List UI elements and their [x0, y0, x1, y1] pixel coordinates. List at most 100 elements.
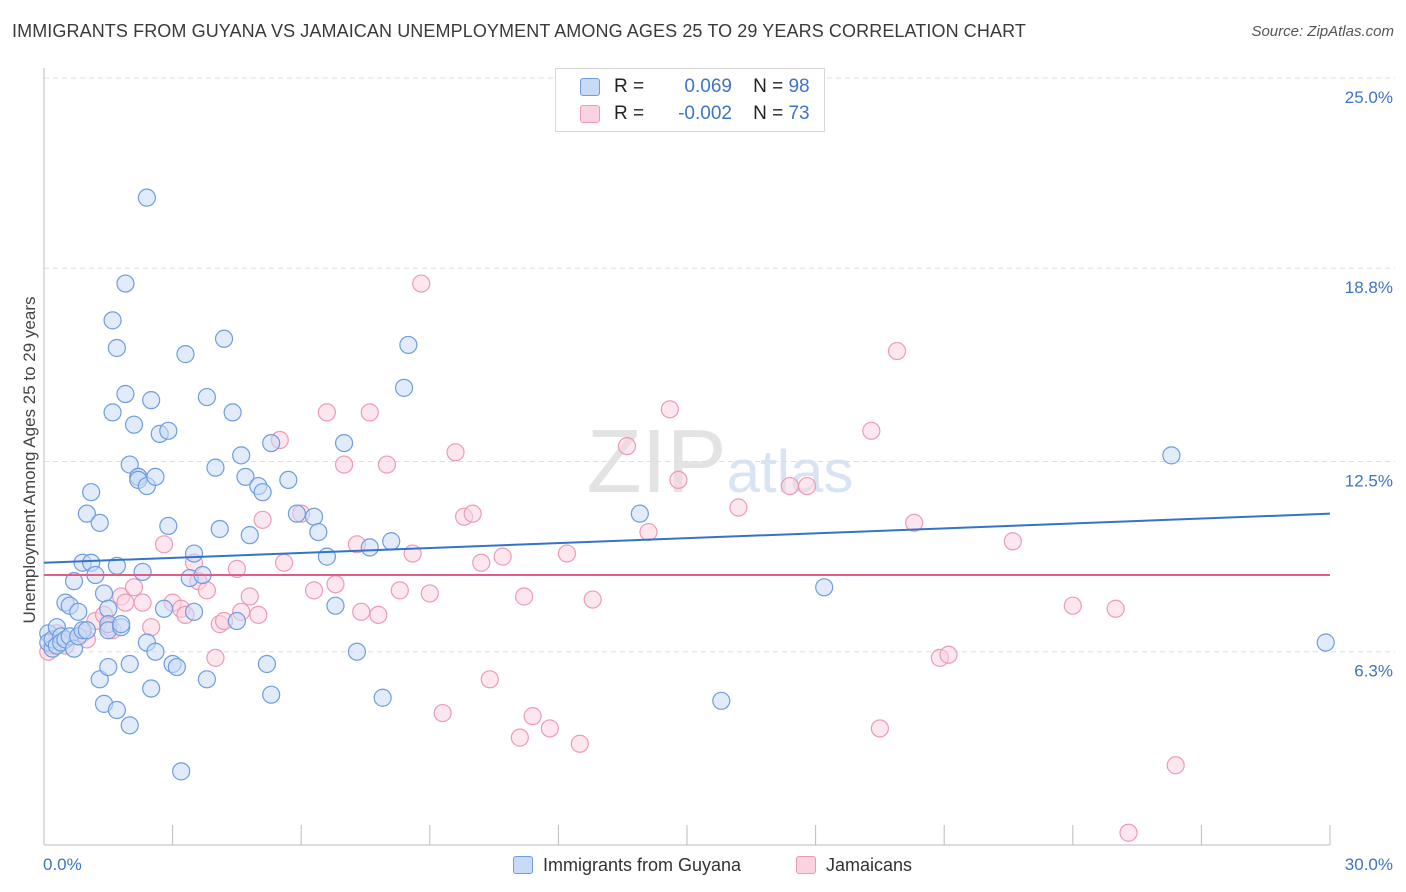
jamaicans-point: [480, 670, 499, 689]
legend-n-value: 98: [788, 76, 810, 97]
guyana-point: [112, 615, 131, 634]
jamaicans-point: [197, 581, 216, 600]
jamaicans-point: [124, 578, 144, 597]
guyana-point: [197, 670, 216, 689]
jamaicans-point: [253, 510, 272, 529]
jamaicans-point: [780, 476, 799, 496]
guyana-point: [257, 654, 277, 674]
jamaicans-point: [905, 513, 924, 532]
jamaicans-point: [390, 581, 409, 600]
guyana-point: [120, 455, 139, 474]
jamaicans-point: [142, 618, 161, 637]
jamaicans-point: [274, 553, 294, 572]
guyana-point: [107, 338, 126, 358]
guyana-point: [232, 446, 251, 465]
guyana-point: [253, 483, 272, 502]
y-tick-label: 25.0%: [1345, 88, 1393, 107]
jamaicans-point: [249, 605, 268, 625]
jamaicans-point: [617, 437, 637, 456]
guyana-point: [142, 391, 161, 410]
jamaicans-point: [939, 645, 958, 664]
x-tick-label: 30.0%: [1345, 855, 1393, 874]
guyana-point: [90, 513, 109, 532]
guyana-point: [137, 188, 156, 207]
guyana-point: [223, 403, 242, 422]
jamaicans-points: [39, 274, 1185, 842]
jamaicans-point: [206, 648, 225, 667]
legend-r-value: 0.069: [684, 76, 732, 97]
guyana-point: [262, 685, 281, 704]
guyana-trend-line: [43, 512, 1331, 564]
guyana-point: [154, 599, 174, 618]
bottom-legend-guyana[interactable]: Immigrants from Guyana: [513, 852, 741, 878]
guyana-point: [64, 572, 84, 591]
legend-series-name: Immigrants from Guyana: [543, 854, 742, 875]
jamaicans-point: [1003, 532, 1022, 551]
y-tick-label: 12.5%: [1345, 472, 1393, 491]
guyana-point: [120, 716, 139, 735]
jamaicans-point: [570, 734, 589, 753]
guyana-point: [90, 670, 109, 689]
source-note: Source: ZipAtlas.com: [1251, 23, 1394, 40]
guyana-point: [373, 688, 392, 707]
grid-lines: [44, 77, 1395, 653]
jamaicans-point: [420, 584, 439, 603]
y-tick-label: 18.8%: [1345, 278, 1393, 297]
jamaicans-point: [317, 403, 337, 422]
guyana-point: [287, 504, 307, 523]
guyana-point: [120, 654, 139, 674]
guyana-point: [146, 467, 165, 486]
guyana-point: [262, 433, 281, 453]
jamaicans-point: [583, 590, 602, 609]
guyana-point: [116, 274, 135, 293]
jamaicans-point: [304, 581, 324, 600]
jamaicans-point: [412, 274, 431, 293]
jamaicans-point: [887, 341, 907, 361]
guyana-point: [77, 621, 96, 640]
legend-n-label: N =: [753, 103, 784, 124]
guyana-point: [394, 378, 414, 397]
guyana-point: [133, 562, 152, 582]
guyana-point: [159, 421, 178, 440]
axes: [43, 68, 1331, 846]
guyana-point: [94, 584, 114, 603]
jamaicans-point: [463, 504, 482, 523]
jamaicans-point: [334, 455, 354, 474]
guyana-point: [176, 345, 195, 364]
guyana-point: [206, 458, 225, 477]
guyana-points: [39, 188, 1335, 781]
jamaicans-point: [377, 455, 397, 474]
guyana-point: [214, 329, 234, 348]
guyana-point: [142, 679, 161, 698]
jamaicans-point: [240, 587, 259, 606]
guyana-point: [99, 599, 118, 618]
jamaicans-point: [1106, 599, 1125, 618]
guyana-point: [347, 642, 367, 661]
legend-r-value: -0.002: [678, 103, 732, 124]
jamaicans-point: [669, 470, 688, 490]
guyana-point: [227, 611, 246, 631]
trend-lines: [43, 512, 1331, 577]
guyana-point: [1316, 633, 1335, 652]
jamaicans-point: [352, 602, 371, 621]
guyana-point: [210, 519, 229, 539]
jamaicans-point: [639, 522, 658, 542]
legend-series-name: Jamaicans: [826, 854, 913, 875]
jamaicans-point: [540, 719, 559, 738]
jamaicans-point: [729, 498, 748, 517]
jamaicans-point: [1063, 596, 1082, 615]
jamaicans-point: [797, 476, 817, 496]
jamaicans-point: [515, 587, 534, 606]
bottom-legend-jamaicans[interactable]: Jamaicans: [796, 852, 912, 878]
guyana-point: [240, 526, 259, 545]
legend-row-jamaicans: R = -0.002 N = 73: [580, 101, 810, 127]
jamaicans-point: [1166, 756, 1185, 775]
jamaicans-point: [360, 403, 379, 422]
jamaicans-point: [660, 400, 679, 419]
jamaicans-point: [154, 535, 174, 554]
y-tick-label: 6.3%: [1354, 662, 1393, 681]
legend-swatch-pink: [580, 105, 600, 123]
watermark: ZIPatlas: [587, 412, 854, 512]
jamaicans-point: [433, 703, 452, 723]
